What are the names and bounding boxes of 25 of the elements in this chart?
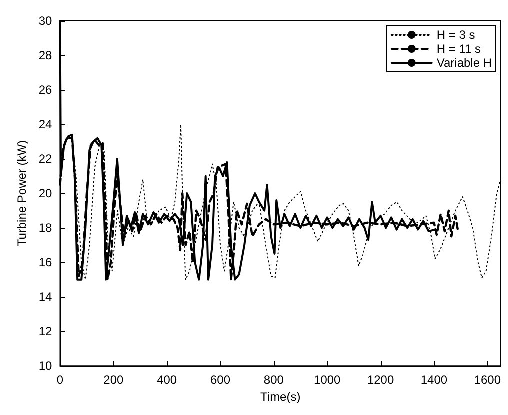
x-tick-label: 1200 [367,373,394,388]
y-tick-label: 24 [38,118,53,132]
legend-label: Variable H [436,56,492,70]
y-tick-label: 12 [38,324,53,339]
x-tick-label: 600 [210,373,231,388]
x-tick-label: 1600 [474,373,502,388]
y-tick-label: 14 [38,290,53,304]
x-tick-label: 200 [104,373,124,388]
x-tick-label: 800 [264,373,284,388]
y-tick-label: 18 [38,221,53,236]
y-tick-label: 30 [38,14,53,28]
y-tick-label: 28 [38,48,53,63]
y-tick-label: 20 [38,186,53,201]
x-tick-label: 400 [157,373,178,388]
y-tick-label: 26 [38,83,53,98]
y-tick-label: 10 [38,359,53,374]
x-axis-title: Time(s) [260,390,301,404]
legend-label: H = 3 s [436,28,476,42]
x-tick-label: 1000 [314,373,342,388]
legend-label: H = 11 s [436,42,482,56]
y-axis-title: Turbine Power (kW) [15,140,29,247]
y-tick-label: 22 [38,152,53,166]
x-tick-label: 0 [56,373,64,388]
y-tick-label: 16 [38,256,53,270]
x-tick-label: 1400 [420,373,448,388]
